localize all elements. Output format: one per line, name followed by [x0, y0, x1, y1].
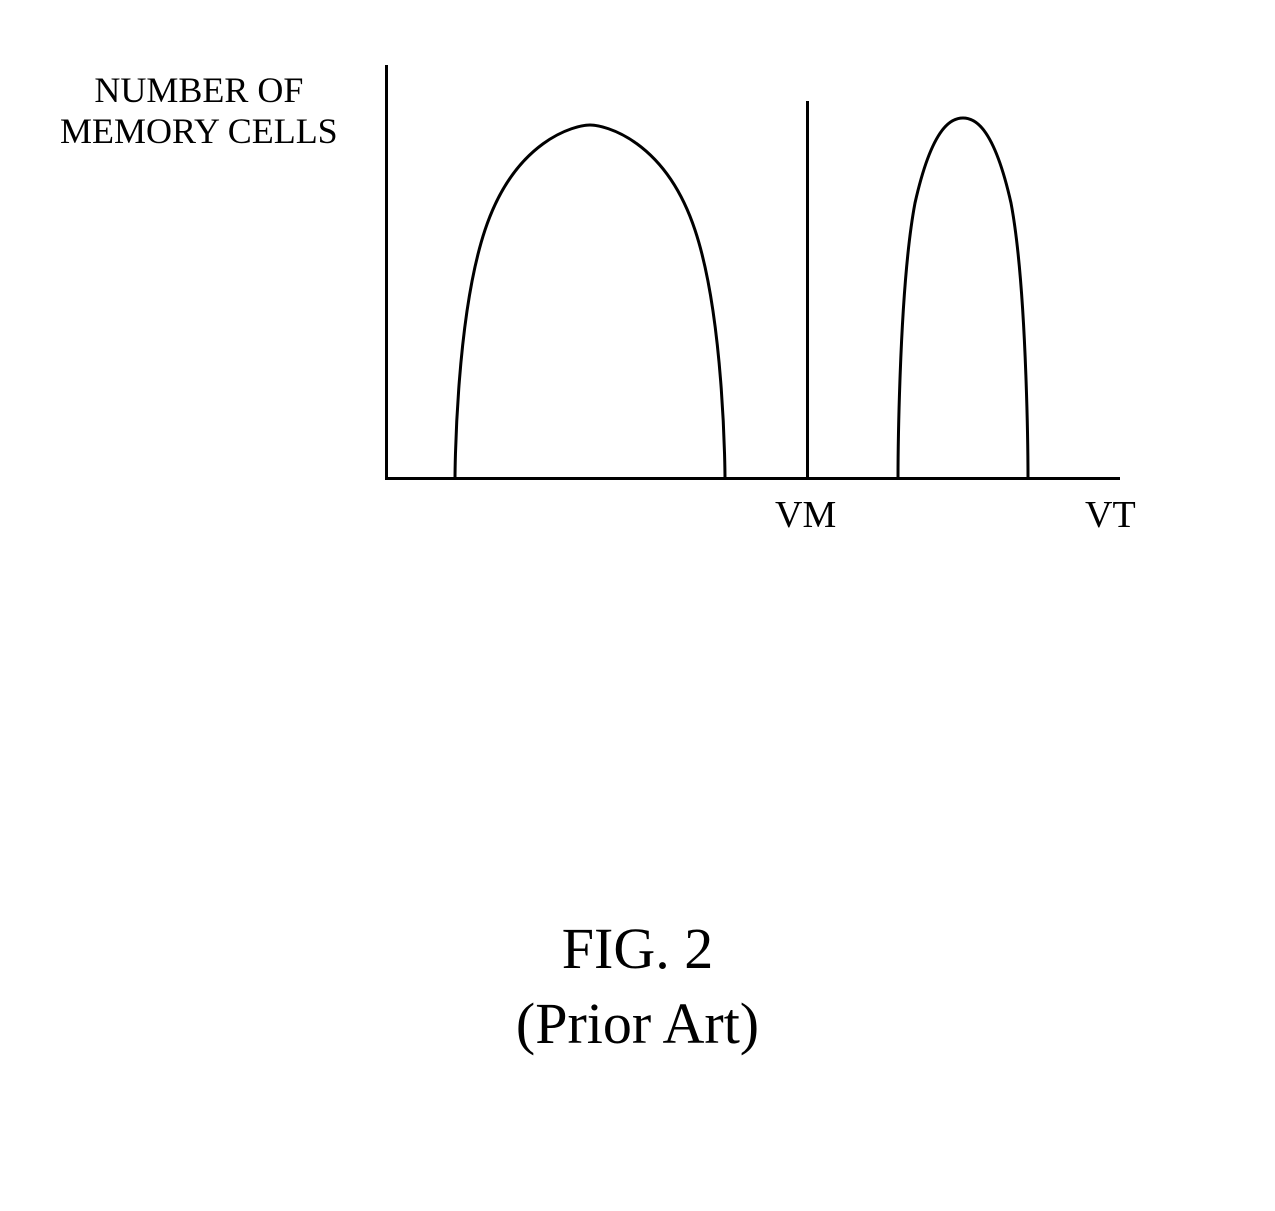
figure-container: NUMBER OF MEMORY CELLS VM VT FIG. 2 (Pri…: [0, 0, 1275, 1211]
figure-caption: FIG. 2 (Prior Art): [0, 915, 1275, 1057]
y-axis-label: NUMBER OF MEMORY CELLS: [60, 70, 338, 153]
y-axis-label-line2: MEMORY CELLS: [60, 111, 338, 152]
figure-subtitle: (Prior Art): [0, 990, 1275, 1057]
y-axis-label-line1: NUMBER OF: [60, 70, 338, 111]
vm-label: VM: [775, 493, 836, 537]
vm-marker-line: [806, 101, 809, 480]
distribution-curve-1: [450, 120, 730, 485]
y-axis: [385, 65, 388, 480]
chart-area: VM VT: [385, 65, 1125, 485]
figure-number: FIG. 2: [0, 915, 1275, 982]
vt-label: VT: [1085, 493, 1136, 537]
distribution-curve-2: [893, 113, 1033, 485]
